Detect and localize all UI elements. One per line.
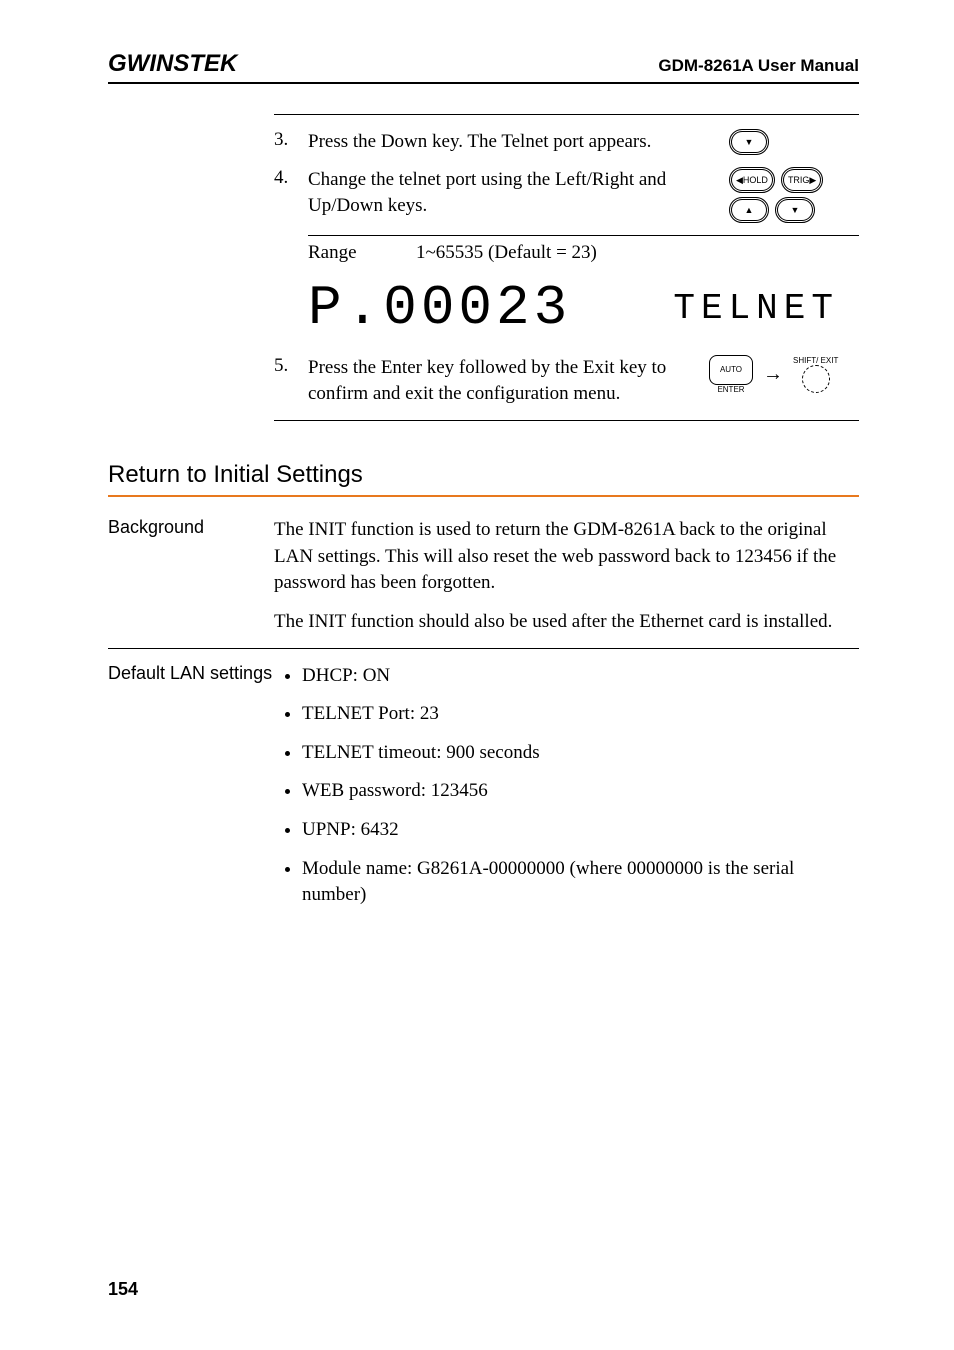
range-row: Range 1~65535 (Default = 23) xyxy=(308,235,859,264)
defaults-content: DHCP: ON TELNET Port: 23 TELNET timeout:… xyxy=(274,663,859,921)
down-arrow-key-icon: ▼ xyxy=(775,197,815,223)
step-4-row: 4. Change the telnet port using the Left… xyxy=(274,161,859,229)
step-3-row: 3. Press the Down key. The Telnet port a… xyxy=(274,123,859,161)
list-item: Module name: G8261A-00000000 (where 0000… xyxy=(302,856,859,909)
list-item: WEB password: 123456 xyxy=(302,778,859,805)
list-item: TELNET Port: 23 xyxy=(302,701,859,728)
defaults-label: Default LAN settings xyxy=(108,663,274,921)
step-5-row: 5. Press the Enter key followed by the E… xyxy=(274,348,859,412)
lcd-sub-value: TELNET xyxy=(673,288,839,329)
manual-title: GDM-8261A User Manual xyxy=(658,56,859,76)
list-item: TELNET timeout: 900 seconds xyxy=(302,740,859,767)
up-arrow-key-icon: ▲ xyxy=(729,197,769,223)
list-item: UPNP: 6432 xyxy=(302,817,859,844)
defaults-block: Default LAN settings DHCP: ON TELNET Por… xyxy=(108,663,859,933)
auto-enter-key-icon: AUTO xyxy=(709,355,753,385)
page-number: 154 xyxy=(108,1279,138,1300)
background-label: Background xyxy=(108,517,274,635)
range-label: Range xyxy=(308,242,416,264)
background-p1: The INIT function is used to return the … xyxy=(274,517,859,597)
lcd-main-value: P.00023 xyxy=(308,276,571,340)
arrow-icon: → xyxy=(763,363,783,386)
step-5-keys: AUTO ENTER → SHIFT/ EXIT xyxy=(709,355,859,394)
down-arrow-key-icon: ▼ xyxy=(729,129,769,155)
auto-label: AUTO xyxy=(720,366,742,375)
hold-key-icon: ◀HOLD xyxy=(729,167,775,193)
steps-table: 3. Press the Down key. The Telnet port a… xyxy=(274,114,859,421)
step-text: Press the Down key. The Telnet port appe… xyxy=(308,129,729,155)
step-text: Change the telnet port using the Left/Ri… xyxy=(308,167,729,218)
enter-label: ENTER xyxy=(717,385,744,394)
step-4-keys: ◀HOLD TRIG▶ ▲ ▼ xyxy=(729,167,859,223)
page-header: GWINSTEK GDM-8261A User Manual xyxy=(108,50,859,84)
step-number: 3. xyxy=(274,129,308,151)
background-content: The INIT function is used to return the … xyxy=(274,517,859,635)
trig-key-icon: TRIG▶ xyxy=(781,167,823,193)
brand-logo: GWINSTEK xyxy=(108,50,237,78)
defaults-list: DHCP: ON TELNET Port: 23 TELNET timeout:… xyxy=(274,663,859,909)
list-item: DHCP: ON xyxy=(302,663,859,690)
shift-exit-label: SHIFT/ EXIT xyxy=(793,356,838,365)
step-3-keys: ▼ xyxy=(729,129,859,155)
range-value: 1~65535 (Default = 23) xyxy=(416,242,597,264)
background-block: Background The INIT function is used to … xyxy=(108,517,859,648)
background-p2: The INIT function should also be used af… xyxy=(274,609,859,636)
step-number: 5. xyxy=(274,355,308,377)
lcd-display: P.00023 TELNET xyxy=(308,276,859,340)
step-number: 4. xyxy=(274,167,308,189)
step-text: Press the Enter key followed by the Exit… xyxy=(308,355,709,406)
section-heading: Return to Initial Settings xyxy=(108,461,859,497)
exit-key-icon xyxy=(802,365,830,393)
